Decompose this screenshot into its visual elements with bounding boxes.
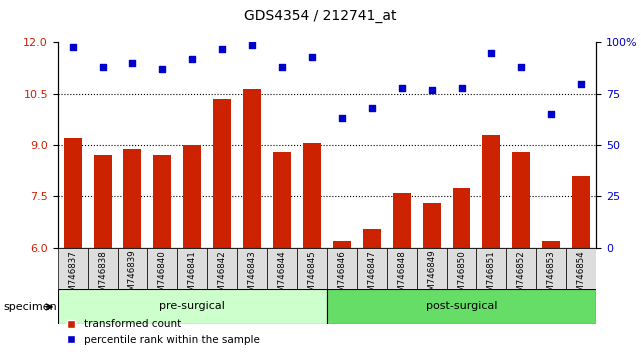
Text: GSM746854: GSM746854 [577, 250, 586, 303]
Bar [453, 188, 470, 248]
FancyBboxPatch shape [537, 248, 566, 289]
FancyBboxPatch shape [506, 248, 537, 289]
FancyBboxPatch shape [58, 248, 88, 289]
Point [307, 54, 317, 60]
FancyBboxPatch shape [88, 248, 117, 289]
Text: GSM746852: GSM746852 [517, 250, 526, 303]
Bar [393, 193, 411, 248]
Point [187, 56, 197, 62]
Bar [63, 138, 81, 248]
FancyBboxPatch shape [417, 248, 447, 289]
Point [576, 81, 587, 86]
Text: GSM746844: GSM746844 [278, 250, 287, 303]
Text: specimen: specimen [3, 302, 57, 312]
FancyBboxPatch shape [117, 248, 147, 289]
Text: GSM746849: GSM746849 [427, 250, 436, 302]
FancyBboxPatch shape [566, 248, 596, 289]
Point [97, 64, 108, 70]
Text: GSM746845: GSM746845 [308, 250, 317, 303]
Bar [483, 135, 501, 248]
Text: GSM746837: GSM746837 [68, 250, 77, 303]
Text: GSM746838: GSM746838 [98, 250, 107, 303]
Bar [542, 241, 560, 248]
FancyBboxPatch shape [357, 248, 387, 289]
Bar [303, 143, 321, 248]
Bar [94, 155, 112, 248]
Text: GSM746848: GSM746848 [397, 250, 406, 303]
Point [367, 105, 377, 111]
FancyBboxPatch shape [327, 289, 596, 324]
FancyBboxPatch shape [58, 289, 327, 324]
FancyBboxPatch shape [476, 248, 506, 289]
Legend: transformed count, percentile rank within the sample: transformed count, percentile rank withi… [63, 315, 264, 349]
Point [487, 50, 497, 56]
Bar [213, 99, 231, 248]
Bar [422, 203, 440, 248]
Bar [124, 149, 142, 248]
FancyBboxPatch shape [447, 248, 476, 289]
Point [546, 112, 556, 117]
Point [128, 60, 138, 66]
FancyBboxPatch shape [207, 248, 237, 289]
FancyBboxPatch shape [178, 248, 207, 289]
Point [337, 116, 347, 121]
FancyBboxPatch shape [297, 248, 327, 289]
Bar [572, 176, 590, 248]
Text: GSM746853: GSM746853 [547, 250, 556, 303]
Point [157, 66, 167, 72]
Text: GSM746840: GSM746840 [158, 250, 167, 303]
Text: GDS4354 / 212741_at: GDS4354 / 212741_at [244, 9, 397, 23]
Bar [273, 152, 291, 248]
FancyBboxPatch shape [147, 248, 178, 289]
Text: GSM746839: GSM746839 [128, 250, 137, 302]
Bar [243, 88, 261, 248]
Point [277, 64, 287, 70]
Point [426, 87, 437, 92]
Point [217, 46, 228, 51]
Bar [363, 229, 381, 248]
Bar [183, 145, 201, 248]
Bar [333, 241, 351, 248]
Point [397, 85, 407, 91]
Text: GSM746850: GSM746850 [457, 250, 466, 303]
Point [456, 85, 467, 91]
Text: GSM746841: GSM746841 [188, 250, 197, 303]
Text: GSM746843: GSM746843 [247, 250, 256, 303]
Text: pre-surgical: pre-surgical [160, 301, 225, 311]
Point [67, 44, 78, 50]
Point [247, 42, 257, 47]
Text: post-surgical: post-surgical [426, 301, 497, 311]
FancyBboxPatch shape [387, 248, 417, 289]
FancyBboxPatch shape [267, 248, 297, 289]
Text: GSM746851: GSM746851 [487, 250, 496, 303]
Text: GSM746847: GSM746847 [367, 250, 376, 303]
FancyBboxPatch shape [237, 248, 267, 289]
Text: GSM746842: GSM746842 [218, 250, 227, 303]
Bar [512, 152, 530, 248]
Point [516, 64, 526, 70]
Text: GSM746846: GSM746846 [337, 250, 346, 303]
Bar [153, 155, 171, 248]
FancyBboxPatch shape [327, 248, 357, 289]
